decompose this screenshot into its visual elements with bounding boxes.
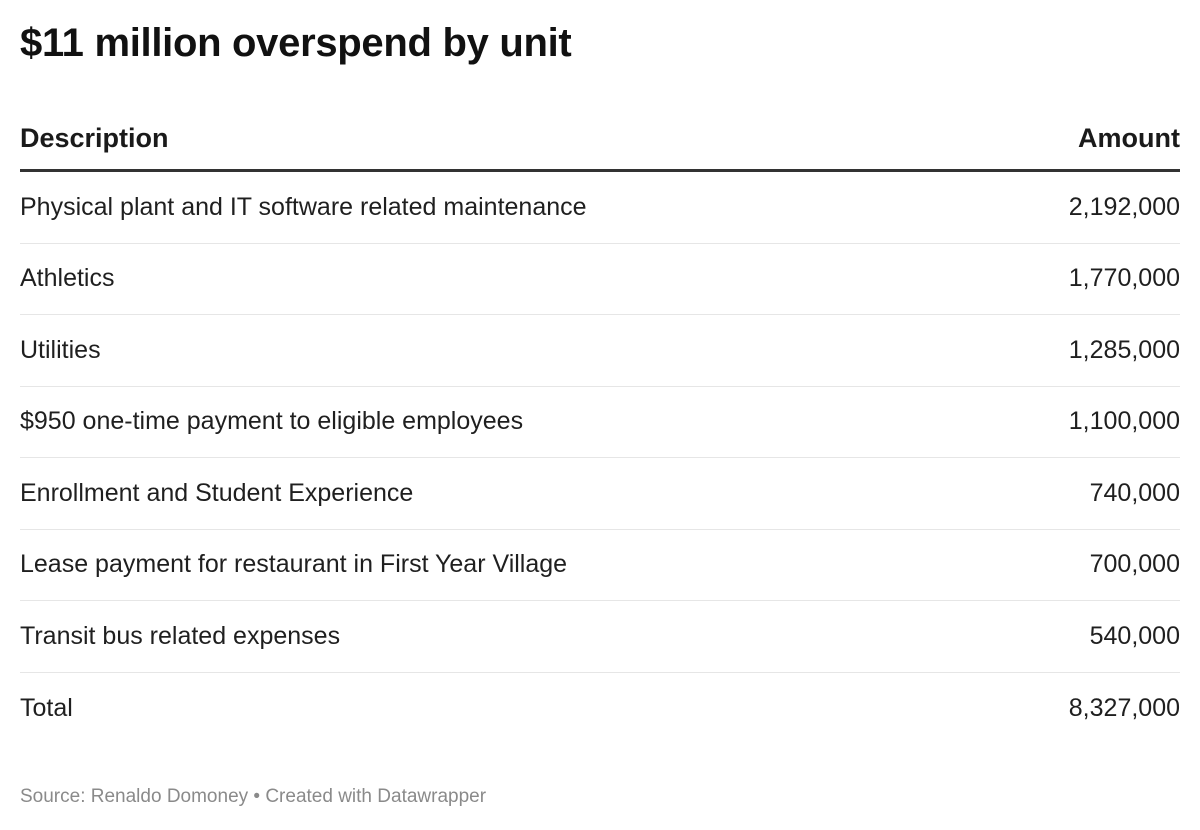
cell-description: Total xyxy=(20,693,73,722)
cell-description: Utilities xyxy=(20,335,101,364)
cell-amount: 540,000 xyxy=(1089,621,1180,650)
cell-description: Lease payment for restaurant in First Ye… xyxy=(20,550,568,579)
cell-amount: 1,770,000 xyxy=(1068,264,1180,293)
table-row: $950 one-time payment to eligible employ… xyxy=(20,387,1180,458)
column-header-amount: Amount xyxy=(1078,123,1180,153)
table-row: Utilities 1,285,000 xyxy=(20,315,1180,387)
table-row: Enrollment and Student Experience 740,000 xyxy=(20,458,1180,530)
table-row-total: Total 8,327,000 xyxy=(20,673,1180,745)
cell-amount: 2,192,000 xyxy=(1068,192,1180,221)
cell-amount: 1,285,000 xyxy=(1068,335,1180,364)
cell-amount: 8,327,000 xyxy=(1068,693,1180,722)
cell-amount: 740,000 xyxy=(1089,478,1180,507)
table-row: Lease payment for restaurant in First Ye… xyxy=(20,530,1180,601)
table-row: Physical plant and IT software related m… xyxy=(20,172,1180,244)
source-footer: Source: Renaldo Domoney • Created with D… xyxy=(20,786,487,807)
data-table: Description Amount Physical plant and IT… xyxy=(20,108,1180,744)
table-row: Transit bus related expenses 540,000 xyxy=(20,601,1180,673)
cell-description: Enrollment and Student Experience xyxy=(20,478,414,507)
cell-description: Athletics xyxy=(20,264,115,293)
chart-title: $11 million overspend by unit xyxy=(20,21,572,65)
chart-container: $11 million overspend by unit Descriptio… xyxy=(20,0,1180,830)
table-row: Athletics 1,770,000 xyxy=(20,244,1180,315)
cell-description: Physical plant and IT software related m… xyxy=(20,192,587,221)
cell-amount: 700,000 xyxy=(1089,550,1180,579)
table-body: Physical plant and IT software related m… xyxy=(20,172,1180,744)
cell-amount: 1,100,000 xyxy=(1068,407,1180,436)
cell-description: Transit bus related expenses xyxy=(20,621,341,650)
cell-description: $950 one-time payment to eligible employ… xyxy=(20,407,524,436)
column-header-description: Description xyxy=(20,123,169,153)
table-header: Description Amount xyxy=(20,108,1180,172)
